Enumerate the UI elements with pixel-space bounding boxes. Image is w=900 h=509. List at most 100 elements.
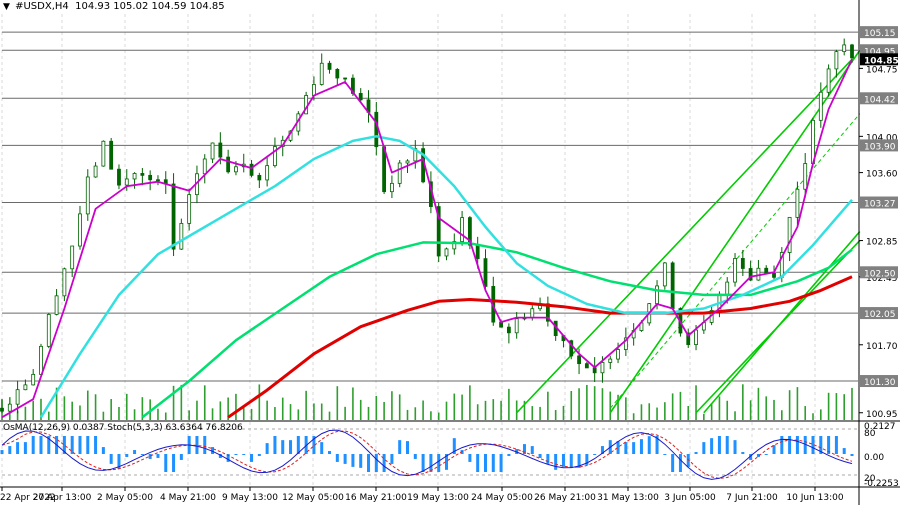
osma-bar-28 <box>218 454 222 458</box>
candle-body-0 <box>0 407 4 412</box>
candle-body-8 <box>62 268 67 297</box>
candle-body-109 <box>850 44 854 59</box>
axis-tick-label-5: 101.70 <box>866 342 898 352</box>
candle-body-1 <box>7 403 12 412</box>
candle-body-34 <box>265 165 270 181</box>
stoch-main-line <box>1 429 853 480</box>
volume-bar-36 <box>281 397 284 420</box>
osma-bar-73 <box>569 454 573 468</box>
time-label-1: 27 Apr 13:00 <box>33 493 92 503</box>
volume-bar-43 <box>336 386 339 420</box>
volume-bar-29 <box>227 397 229 420</box>
osma-bar-37 <box>289 440 293 454</box>
volume-bar-3 <box>24 406 27 420</box>
axis-tick-label-0: 104.75 <box>866 65 898 75</box>
osma-bar-43 <box>335 454 339 462</box>
volume-bar-42 <box>328 411 331 420</box>
volume-bar-11 <box>86 390 89 420</box>
osma-bar-12 <box>94 436 98 454</box>
volume-bar-49 <box>383 401 385 420</box>
osma-bar-32 <box>250 454 254 462</box>
osma-bar-83 <box>647 436 651 454</box>
time-label-0: 22 Apr 2022 <box>0 493 56 503</box>
osma-bar-31 <box>242 454 246 455</box>
osma-bar-3 <box>23 442 27 454</box>
time-label-11: 3 Jun 05:00 <box>664 493 716 503</box>
volume-bar-79 <box>617 394 619 420</box>
level-tag-bg-3 <box>860 139 898 152</box>
volume-bar-92 <box>718 396 721 420</box>
candle-body-101 <box>787 216 792 253</box>
volume-bar-23 <box>180 384 183 420</box>
volume-bar-109 <box>851 387 853 420</box>
volume-bar-72 <box>562 405 565 420</box>
osma-bar-25 <box>195 436 199 454</box>
candle-body-60 <box>467 217 472 246</box>
volume-bar-61 <box>476 404 479 420</box>
volume-bar-97 <box>757 387 760 420</box>
candle-body-9 <box>70 245 75 270</box>
osma-bar-13 <box>101 447 105 454</box>
candle-body-77 <box>600 362 605 374</box>
symbol-dropdown-icon[interactable]: ▼ <box>3 2 10 12</box>
volume-bar-89 <box>695 385 697 420</box>
osma-bar-9 <box>70 436 74 454</box>
volume-bar-64 <box>500 400 502 420</box>
candle-body-19 <box>148 174 153 181</box>
osma-bar-88 <box>686 454 690 467</box>
volume-bar-32 <box>250 408 253 420</box>
volume-bar-55 <box>430 411 432 420</box>
volume-bar-15 <box>118 406 120 420</box>
candle-body-96 <box>748 268 753 281</box>
symbol-label: #USDX,H4 <box>15 1 69 12</box>
osma-bar-95 <box>741 452 745 454</box>
osma-bar-4 <box>31 436 35 454</box>
volume-bar-70 <box>547 391 549 420</box>
candle-body-15 <box>117 168 121 186</box>
candle-body-43 <box>335 69 340 79</box>
volume-bar-58 <box>453 393 456 420</box>
osma-bar-5 <box>39 436 43 454</box>
osma-bar-68 <box>530 446 534 454</box>
osma-bar-99 <box>772 445 776 454</box>
volume-bar-30 <box>235 393 237 420</box>
candle-body-74 <box>577 355 581 365</box>
osma-bar-26 <box>203 436 207 454</box>
candle-body-57 <box>444 248 449 257</box>
candle-body-22 <box>171 183 176 250</box>
volume-bar-13 <box>102 411 105 420</box>
volume-bar-91 <box>710 403 713 420</box>
volume-bar-93 <box>726 400 729 420</box>
osma-bar-108 <box>842 448 846 454</box>
candle-body-26 <box>202 158 207 175</box>
volume-bar-73 <box>570 391 573 420</box>
osma-bar-60 <box>468 454 472 462</box>
price-levels <box>2 31 858 382</box>
candle-body-73 <box>569 340 574 357</box>
osma-bar-17 <box>133 450 137 454</box>
osma-bar-11 <box>86 436 90 454</box>
osma-bar-97 <box>756 454 760 457</box>
axis-tick-label-4: 102.45 <box>866 274 898 284</box>
candle-body-61 <box>475 244 480 260</box>
osma-bar-52 <box>406 441 410 454</box>
candle-body-99 <box>772 272 776 278</box>
candle-body-16 <box>124 178 129 186</box>
volume-bar-52 <box>406 409 409 420</box>
candle-body-98 <box>764 267 769 274</box>
candle-body-94 <box>733 258 737 283</box>
volume-bar-25 <box>196 400 198 420</box>
indicator-axis-label-3: 20 <box>864 474 876 484</box>
volume-bar-76 <box>593 386 596 420</box>
time-label-6: 16 May 21:00 <box>345 493 407 503</box>
volume-bar-101 <box>788 390 791 420</box>
osma-bar-72 <box>561 454 565 467</box>
osma-bar-20 <box>156 454 160 458</box>
volume-bar-69 <box>539 406 541 420</box>
candle-body-46 <box>358 93 363 101</box>
candle-body-40 <box>312 84 316 96</box>
